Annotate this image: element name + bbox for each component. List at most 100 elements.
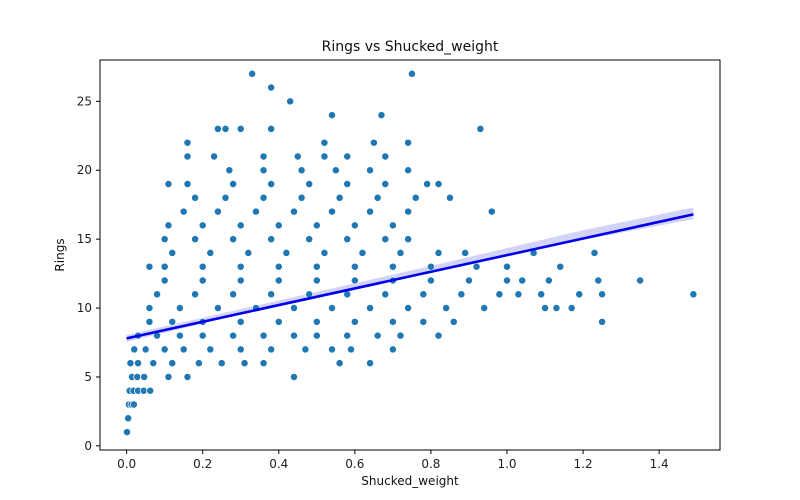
data-point [259, 193, 268, 202]
points-layer [123, 69, 698, 437]
data-point [198, 262, 207, 271]
data-point [350, 262, 359, 271]
x-tick-label: 0.2 [193, 457, 212, 471]
data-point [426, 276, 435, 285]
data-point [476, 124, 485, 133]
data-point [343, 331, 352, 340]
x-tick-label: 1.2 [574, 457, 593, 471]
data-point [320, 248, 329, 257]
data-point [297, 193, 306, 202]
y-tick-label: 25 [77, 94, 92, 108]
data-point [689, 290, 698, 299]
data-point [213, 207, 222, 216]
data-point [434, 180, 443, 188]
data-point [267, 83, 276, 92]
data-point [328, 207, 336, 216]
data-point [423, 180, 432, 188]
data-point [419, 290, 428, 299]
y-axis: 0 5 10 15 20 25 [77, 94, 100, 453]
data-point [229, 180, 238, 188]
data-point [305, 180, 314, 188]
data-point [598, 290, 607, 299]
data-point [183, 180, 192, 188]
data-point [514, 290, 523, 299]
data-point [146, 386, 155, 395]
data-point [194, 359, 203, 368]
data-point [404, 207, 413, 216]
y-tick-label: 20 [77, 163, 92, 177]
data-point [213, 124, 222, 133]
data-point [229, 235, 238, 244]
data-point [236, 262, 245, 271]
data-point [328, 345, 336, 354]
confidence-band-layer [126, 207, 694, 342]
data-point [259, 331, 268, 340]
data-point [411, 193, 420, 202]
data-point [145, 304, 154, 313]
data-point [183, 152, 192, 161]
data-point [259, 152, 268, 161]
data-point [267, 180, 276, 188]
data-point [175, 331, 184, 340]
regression-line-layer [126, 213, 694, 340]
data-point [164, 373, 173, 381]
data-point [290, 373, 298, 381]
data-point [124, 414, 133, 423]
data-point [290, 331, 298, 340]
data-point [388, 317, 397, 326]
data-point [312, 331, 321, 340]
data-point [594, 276, 603, 285]
data-point [388, 262, 397, 271]
data-point [191, 235, 200, 244]
data-point [404, 166, 413, 175]
data-point [206, 345, 215, 354]
data-point [377, 111, 386, 120]
data-point [537, 290, 546, 299]
data-point [343, 152, 352, 161]
data-point [381, 152, 390, 161]
data-point [373, 331, 382, 340]
data-point [139, 386, 148, 395]
data-point [267, 290, 276, 299]
data-point [434, 331, 443, 340]
x-tick-label: 0.8 [421, 457, 440, 471]
data-point [221, 193, 230, 202]
y-axis-title: Rings [53, 238, 67, 271]
data-point [168, 248, 177, 257]
data-point [274, 221, 283, 230]
confidence-band [126, 207, 694, 342]
data-point [461, 248, 470, 257]
data-point [544, 276, 553, 285]
data-point [191, 193, 200, 202]
data-point [168, 359, 177, 368]
data-point [465, 276, 473, 285]
data-point [229, 290, 238, 299]
data-point [236, 276, 245, 285]
data-point [518, 276, 527, 285]
data-point [282, 248, 291, 257]
data-point [556, 262, 565, 271]
data-point [168, 317, 177, 326]
data-point [134, 359, 142, 368]
data-point [358, 248, 367, 257]
data-point [160, 276, 169, 285]
data-point [503, 276, 511, 285]
plot-area [100, 60, 720, 450]
data-point [320, 152, 329, 161]
data-point [590, 248, 599, 257]
data-point [259, 359, 268, 368]
y-tick-label: 10 [77, 301, 92, 315]
data-point [236, 124, 245, 133]
data-point [259, 166, 268, 175]
data-point [213, 304, 222, 313]
data-point [149, 359, 158, 368]
data-point [407, 69, 416, 78]
data-point [267, 235, 276, 244]
data-point [598, 317, 607, 326]
data-point [160, 262, 169, 271]
data-point [305, 235, 314, 244]
data-point [160, 235, 169, 244]
data-point [636, 276, 645, 285]
data-point [191, 290, 200, 299]
data-point [457, 290, 466, 299]
